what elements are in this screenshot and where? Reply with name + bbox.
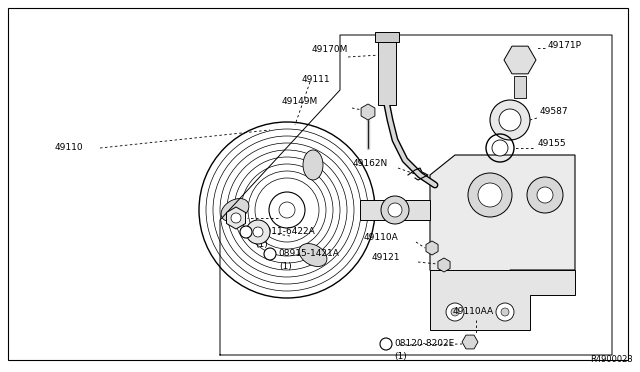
Polygon shape	[426, 241, 438, 255]
Text: (1): (1)	[255, 240, 268, 248]
Circle shape	[240, 226, 252, 238]
Text: 49155: 49155	[538, 138, 566, 148]
Circle shape	[499, 109, 521, 131]
Polygon shape	[360, 200, 430, 220]
Bar	[378, 35, 396, 105]
Text: 49162N: 49162N	[353, 158, 388, 167]
Circle shape	[468, 173, 512, 217]
Text: 49171P: 49171P	[548, 41, 582, 49]
Text: 49170M: 49170M	[312, 45, 348, 55]
Circle shape	[264, 248, 276, 260]
Circle shape	[381, 196, 409, 224]
Circle shape	[388, 203, 402, 217]
Bar	[375, 32, 399, 42]
Polygon shape	[227, 207, 246, 229]
Text: 49111: 49111	[302, 76, 331, 84]
Polygon shape	[504, 46, 536, 74]
Polygon shape	[430, 270, 575, 330]
Text: 49149M: 49149M	[282, 97, 318, 106]
Text: 49121: 49121	[371, 253, 400, 263]
Ellipse shape	[299, 244, 327, 266]
Circle shape	[246, 220, 270, 244]
Ellipse shape	[221, 199, 249, 221]
Ellipse shape	[303, 150, 323, 180]
Circle shape	[231, 213, 241, 223]
Text: 49110AA: 49110AA	[453, 308, 494, 317]
Circle shape	[492, 140, 508, 156]
Polygon shape	[430, 155, 575, 290]
Text: R4900023: R4900023	[590, 356, 633, 365]
Circle shape	[478, 183, 502, 207]
Text: 49110: 49110	[55, 144, 84, 153]
Text: (1): (1)	[279, 262, 292, 270]
Circle shape	[269, 192, 305, 228]
Text: 08120-8202E: 08120-8202E	[394, 340, 454, 349]
Text: N: N	[243, 229, 248, 235]
Circle shape	[451, 308, 459, 316]
Text: 49587: 49587	[540, 108, 568, 116]
Bar	[514, 76, 526, 98]
Polygon shape	[462, 335, 478, 349]
Circle shape	[380, 338, 392, 350]
Text: W: W	[267, 251, 273, 257]
Text: 08911-6422A: 08911-6422A	[254, 228, 315, 237]
Circle shape	[199, 122, 375, 298]
Circle shape	[279, 202, 295, 218]
Text: 08915-1421A: 08915-1421A	[278, 250, 339, 259]
Circle shape	[253, 227, 263, 237]
Circle shape	[527, 177, 563, 213]
Polygon shape	[438, 258, 450, 272]
Circle shape	[496, 303, 514, 321]
Text: B: B	[383, 341, 388, 347]
Circle shape	[501, 308, 509, 316]
Text: (1): (1)	[394, 352, 407, 360]
Polygon shape	[361, 104, 375, 120]
Circle shape	[490, 100, 530, 140]
Text: 49110A: 49110A	[364, 232, 398, 241]
Circle shape	[446, 303, 464, 321]
Circle shape	[537, 187, 553, 203]
